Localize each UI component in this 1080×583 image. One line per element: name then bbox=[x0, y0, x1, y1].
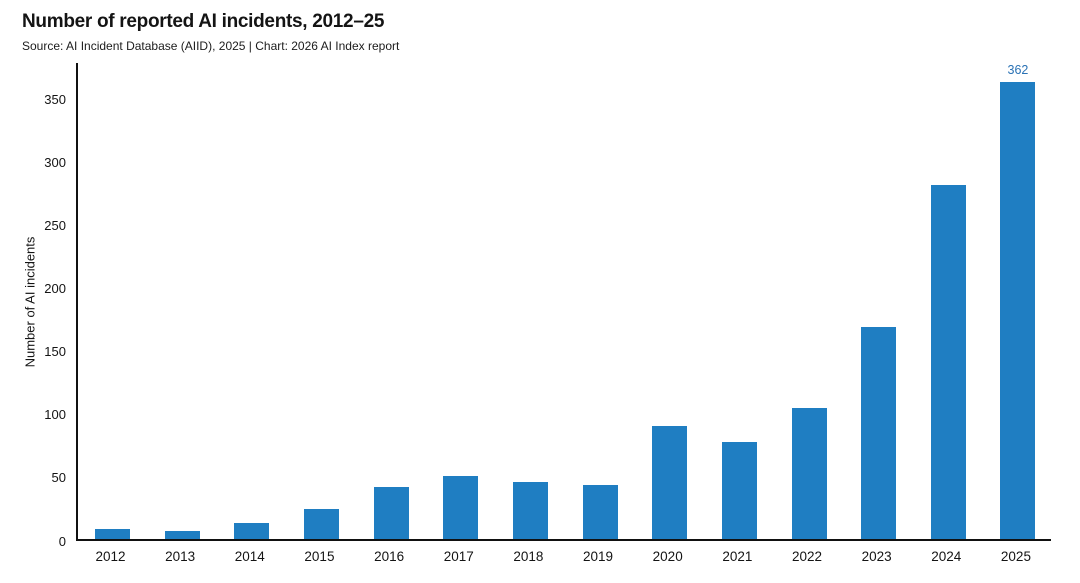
y-tick-label: 200 bbox=[44, 281, 66, 297]
bar-value-label-2025: 362 bbox=[1007, 63, 1029, 78]
y-tick-label: 250 bbox=[44, 218, 66, 234]
x-tick-label-2013: 2013 bbox=[165, 549, 196, 564]
plot-area: 362 bbox=[76, 63, 1051, 541]
x-tick-label-2012: 2012 bbox=[95, 549, 126, 564]
x-tick-label-2018: 2018 bbox=[513, 549, 544, 564]
bar-2021 bbox=[721, 441, 757, 539]
bar-2024 bbox=[930, 184, 966, 539]
x-tick-label-2016: 2016 bbox=[374, 549, 405, 564]
bar-2016 bbox=[373, 487, 409, 539]
bar-2020 bbox=[652, 425, 688, 539]
x-tick-label-2022: 2022 bbox=[791, 549, 823, 564]
bar-2022 bbox=[791, 407, 827, 539]
x-tick-label-2023: 2023 bbox=[861, 549, 892, 564]
y-tick-label: 50 bbox=[51, 470, 66, 486]
x-tick-label-2021: 2021 bbox=[722, 549, 753, 564]
x-tick-label-2015: 2015 bbox=[304, 549, 335, 564]
y-tick-label: 150 bbox=[44, 344, 66, 360]
x-tick-label-2014: 2014 bbox=[234, 549, 265, 564]
bar-2015 bbox=[303, 508, 339, 539]
x-tick-label-2017: 2017 bbox=[443, 549, 474, 564]
bar-2025 bbox=[1000, 82, 1036, 539]
bar-2012 bbox=[95, 528, 130, 539]
y-tick-label: 100 bbox=[44, 407, 66, 423]
x-tick-label-2025: 2025 bbox=[1000, 549, 1031, 564]
y-tick-label: 0 bbox=[58, 533, 66, 549]
bar-2018 bbox=[512, 482, 548, 539]
bar-2023 bbox=[861, 327, 897, 539]
bar-2019 bbox=[582, 484, 618, 539]
bar-2014 bbox=[234, 522, 270, 539]
chart-source: Source: AI Incident Database (AIID), 202… bbox=[22, 39, 400, 53]
bar-2017 bbox=[443, 475, 479, 539]
x-tick-label-2019: 2019 bbox=[583, 549, 614, 564]
bar-2013 bbox=[164, 531, 200, 539]
x-tick-label-2020: 2020 bbox=[652, 549, 683, 564]
y-tick-label: 350 bbox=[44, 92, 66, 108]
y-tick-label: 300 bbox=[44, 155, 66, 171]
chart-title: Number of reported AI incidents, 2012–25 bbox=[22, 11, 385, 32]
x-tick-label-2024: 2024 bbox=[931, 549, 962, 564]
